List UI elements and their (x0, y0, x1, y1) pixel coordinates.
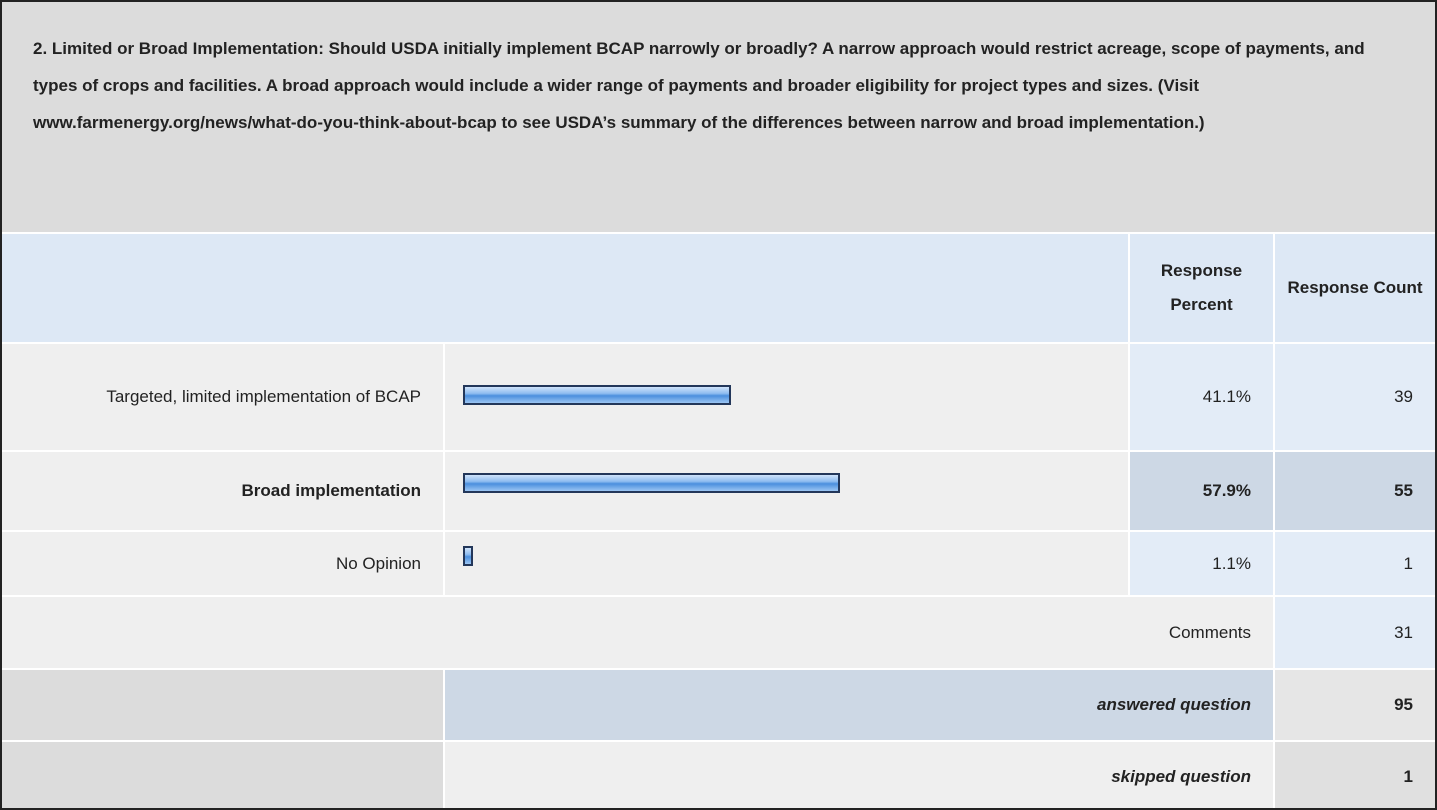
answer-label: No Opinion (2, 532, 443, 595)
bar-cell (445, 532, 1128, 595)
percent-bar (463, 473, 840, 493)
comments-count: 31 (1275, 597, 1435, 668)
response-count: 55 (1275, 452, 1435, 530)
answered-label: answered question (445, 670, 1273, 740)
answered-count: 95 (1275, 670, 1435, 740)
question-text: 2. Limited or Broad Implementation: Shou… (2, 2, 1435, 232)
answer-label: Broad implementation (2, 452, 443, 530)
header-blank (2, 234, 1128, 342)
header-percent: Response Percent (1130, 234, 1273, 342)
percent-bar (463, 545, 473, 566)
response-count: 39 (1275, 344, 1435, 450)
response-count: 1 (1275, 532, 1435, 595)
skipped-label: skipped question (445, 742, 1273, 808)
skipped-blank (2, 742, 443, 808)
bar-cell (445, 344, 1128, 450)
response-percent: 41.1% (1130, 344, 1273, 450)
response-percent: 1.1% (1130, 532, 1273, 595)
bar-cell (445, 452, 1128, 530)
percent-bar (463, 385, 731, 405)
answer-label: Targeted, limited implementation of BCAP (2, 344, 443, 450)
comments-label: Comments (2, 597, 1273, 668)
skipped-count: 1 (1275, 742, 1435, 808)
header-count: Response Count (1275, 234, 1435, 342)
answered-blank (2, 670, 443, 740)
response-percent: 57.9% (1130, 452, 1273, 530)
